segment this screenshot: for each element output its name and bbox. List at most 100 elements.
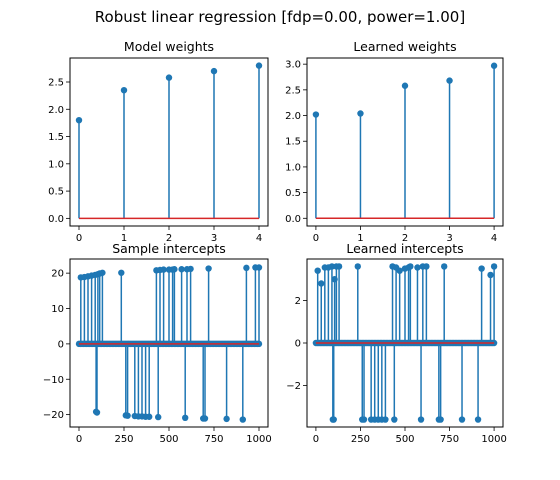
x-tick-label: 750	[440, 434, 459, 445]
stem-marker	[312, 111, 320, 118]
stem-marker	[93, 409, 101, 416]
stem-marker	[165, 74, 173, 81]
y-tick-label: 0.5	[285, 188, 301, 199]
y-tick-label: 0.0	[48, 214, 64, 225]
y-tick-label: 10	[51, 304, 64, 315]
x-tick-label: 0	[76, 434, 82, 445]
sample-intercepts-axes-frame	[69, 258, 269, 428]
stem-marker	[255, 62, 263, 69]
x-tick-label: 1000	[246, 434, 271, 445]
learned-intercepts-axes-frame	[306, 258, 504, 428]
stem-marker	[330, 416, 337, 423]
stem-marker	[407, 263, 414, 270]
y-tick-label: 1.5	[48, 132, 64, 143]
stem-marker	[124, 412, 131, 419]
stem-marker	[314, 267, 321, 274]
stem-marker	[417, 416, 425, 423]
stem-marker	[487, 271, 494, 279]
stem-marker	[441, 263, 448, 270]
x-tick-label: 500	[159, 434, 178, 445]
stem-marker	[146, 413, 153, 420]
stem-marker	[201, 415, 209, 422]
panel-title-learned-weights: Learned weights	[353, 39, 456, 54]
stem-marker	[120, 86, 128, 94]
x-tick-label: 3	[446, 233, 452, 244]
stem-marker	[155, 413, 162, 421]
x-tick-label: 250	[351, 434, 370, 445]
x-tick-label: 0	[313, 434, 319, 445]
stem-marker	[239, 416, 246, 423]
y-tick-label: −10	[43, 375, 64, 386]
panel-learned-weights: Learned weights 0 1 2 3 4 0.0 0.5 1.0 1.5 2.0 2.5 3…	[285, 39, 504, 244]
stem-marker	[187, 265, 194, 273]
model-weights-marks	[75, 62, 263, 220]
panel-title-learned-intercepts: Learned intercepts	[346, 241, 463, 256]
x-tick-label: 1	[357, 233, 363, 244]
stem-marker	[182, 414, 189, 422]
stem-marker	[354, 263, 361, 270]
y-tick-label: 0	[58, 339, 64, 350]
stem-marker	[478, 265, 485, 272]
stem-marker	[446, 77, 453, 84]
x-tick-label: 750	[204, 434, 223, 445]
x-tick-label: 2	[166, 233, 172, 244]
y-tick-label: 0.5	[48, 187, 64, 198]
y-tick-label: 1.0	[48, 159, 64, 170]
x-tick-label: 0	[313, 233, 319, 244]
y-tick-label: 20	[51, 269, 64, 280]
x-tick-label: 500	[395, 434, 414, 445]
stem-marker	[382, 416, 389, 423]
stem-marker	[171, 266, 178, 273]
sample-intercepts-marks	[75, 264, 263, 423]
x-tick-label: 1	[121, 233, 127, 244]
y-tick-label: 2.5	[285, 85, 301, 96]
sample-intercepts-ticks: 0 250 500 750 1000 −20 −10 0 10 20	[43, 269, 272, 445]
stem-marker	[458, 416, 466, 423]
stem-marker	[205, 265, 212, 272]
stem-marker	[423, 263, 430, 270]
stem-marker	[490, 263, 498, 270]
panel-title-sample-intercepts: Sample intercepts	[112, 241, 226, 256]
stem-marker	[437, 416, 444, 423]
y-tick-label: 1.5	[285, 137, 301, 148]
stem-marker	[396, 267, 403, 274]
x-tick-label: 4	[256, 233, 262, 244]
x-tick-label: 4	[491, 233, 497, 244]
x-tick-label: 250	[114, 434, 133, 445]
learned-intercepts-marks	[312, 263, 498, 423]
stem-marker	[178, 266, 185, 273]
y-tick-label: −20	[43, 410, 64, 421]
stem-marker	[75, 116, 83, 124]
y-tick-label: 2.0	[285, 111, 301, 122]
stem-marker	[318, 280, 325, 287]
learned-weights-ticks: 0 1 2 3 4 0.0 0.5 1.0 1.5 2.0 2.5 3.0	[285, 60, 497, 244]
figure-title: Robust linear regression [fdp=0.00, powe…	[95, 8, 465, 26]
panel-title-model-weights: Model weights	[124, 39, 214, 54]
stem-marker	[357, 110, 364, 117]
y-tick-label: 1.0	[285, 162, 301, 173]
stem-marker	[210, 67, 218, 75]
y-tick-label: 2.5	[48, 78, 64, 89]
stem-marker	[474, 416, 482, 423]
y-tick-label: 0	[295, 339, 301, 350]
panel-learned-intercepts: Learned intercepts 0 250 500 750 1000 −2 0 2	[286, 241, 507, 445]
x-tick-label: 1000	[481, 434, 506, 445]
y-tick-label: 0.0	[285, 214, 301, 225]
panel-model-weights: Model weights 0 1 2 3 4 0.0 0.5 1.0 1.5 2.0 2.5	[48, 39, 269, 245]
y-tick-label: 2	[295, 296, 301, 307]
x-tick-label: 3	[211, 233, 217, 244]
learned-weights-axes-frame	[306, 57, 504, 227]
model-weights-ticks: 0 1 2 3 4 0.0 0.5 1.0 1.5 2.0 2.5	[48, 78, 262, 245]
stem-marker	[335, 263, 343, 270]
learned-weights-marks	[312, 62, 498, 220]
stem-marker	[243, 264, 250, 272]
stem-marker	[255, 264, 263, 271]
stem-marker	[401, 82, 409, 89]
stem-marker	[414, 264, 421, 271]
panel-sample-intercepts: Sample intercepts 0 250 500 750 1000 −20 −10 0 1…	[43, 241, 272, 445]
stem-marker	[328, 263, 336, 270]
stem-marker	[160, 266, 167, 273]
y-tick-label: −2	[286, 381, 301, 392]
stem-marker	[391, 416, 398, 423]
